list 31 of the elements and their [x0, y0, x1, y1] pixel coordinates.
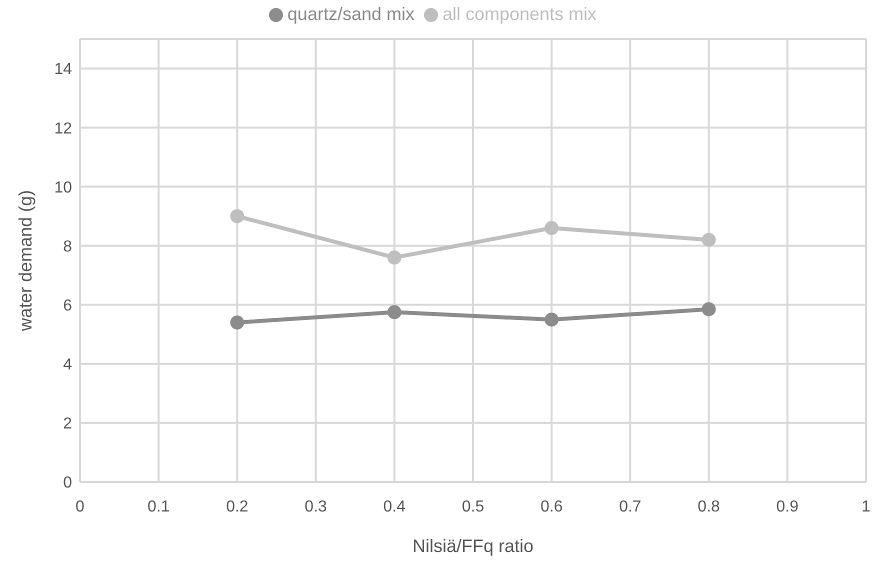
point [387, 250, 402, 265]
y-tick-label: 10 [54, 179, 72, 196]
point [702, 302, 716, 316]
y-tick-label: 14 [54, 61, 72, 78]
x-tick-label: 0.4 [383, 498, 406, 516]
x-axis-title: Nilsiä/FFq ratio [412, 536, 534, 556]
y-tick-label: 12 [54, 120, 72, 138]
y-tick-label: 2 [63, 416, 72, 433]
x-tick-label: 0.7 [619, 498, 642, 516]
x-tick-label: 0.5 [462, 498, 484, 516]
y-axis-title: water demand (g) [15, 190, 36, 332]
y-tick-label: 4 [63, 356, 72, 374]
x-tick-label: 0.2 [226, 498, 248, 516]
y-tick-label: 8 [63, 238, 72, 256]
x-tick-label: 0.3 [304, 498, 328, 516]
point [544, 221, 559, 236]
point [544, 312, 559, 327]
point [387, 305, 402, 320]
x-tick-label: 0.9 [776, 498, 799, 516]
point [702, 232, 716, 247]
x-tick-label: 1 [862, 498, 871, 516]
y-tick-label: 0 [63, 474, 72, 492]
x-tick-label: 0.6 [540, 498, 563, 516]
point [230, 209, 244, 224]
point [230, 316, 244, 330]
legend-label: quartz/sand mix [287, 4, 414, 24]
x-tick-label: 0 [76, 498, 85, 516]
x-tick-label: 0.8 [698, 498, 720, 516]
x-tick-label: 0.1 [147, 498, 170, 516]
y-tick-label: 6 [63, 297, 72, 314]
legend-label: all components mix [442, 4, 597, 24]
